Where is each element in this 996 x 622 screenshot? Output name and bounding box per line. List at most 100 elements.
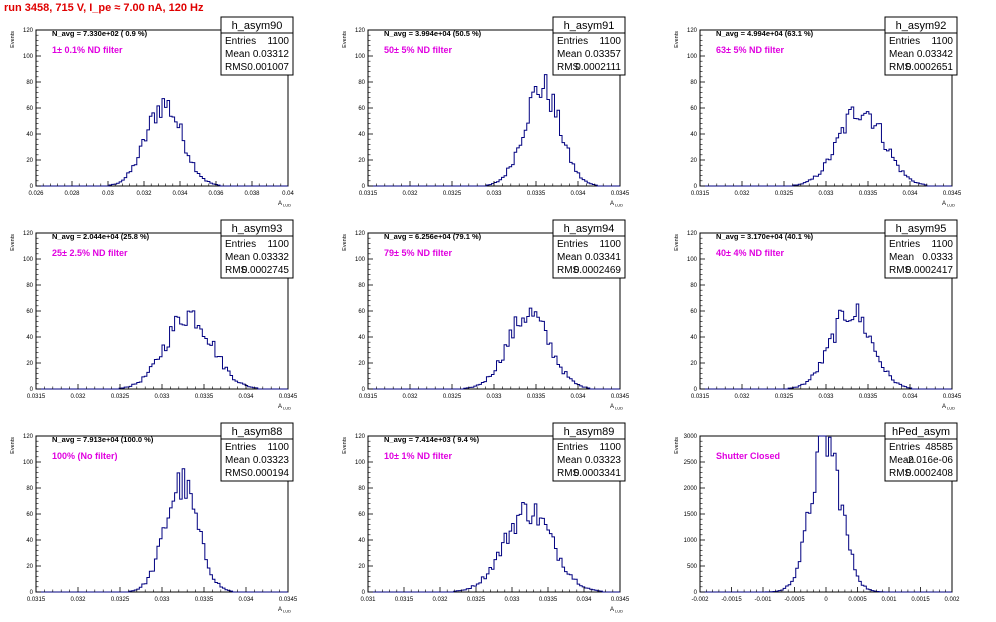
stats-value: 0.0002651: [906, 62, 954, 73]
navg-label: N_avg = 7.414e+03 ( 9.4 %): [384, 435, 480, 444]
x-tick-label: 0.001: [881, 597, 897, 603]
x-axis-label-subscript: LUD: [283, 203, 291, 208]
filter-label: 63± 5% ND filter: [716, 45, 784, 55]
x-tick-label: 0.0345: [943, 191, 962, 197]
y-tick-label: 80: [358, 486, 365, 492]
filter-label: 100% (No filter): [52, 451, 118, 461]
x-tick-label: 0.033: [154, 394, 170, 400]
x-tick-label: 0.033: [154, 597, 170, 603]
stats-label: Entries: [557, 36, 588, 47]
stats-label: Entries: [889, 239, 920, 250]
x-axis-label: ALUD: [942, 201, 955, 208]
y-tick-label: 60: [358, 512, 365, 518]
x-tick-label: 0.032: [70, 394, 86, 400]
y-tick-label: 60: [26, 106, 33, 112]
y-tick-label: 40: [358, 538, 365, 544]
x-tick-label: -0.002: [691, 597, 709, 603]
y-tick-label: 100: [23, 460, 34, 466]
y-tick-label: 80: [358, 80, 365, 86]
filter-label: 25± 2.5% ND filter: [52, 248, 128, 258]
y-tick-label: 100: [355, 460, 366, 466]
stats-box: [552, 219, 626, 279]
y-tick-label: 0: [30, 387, 34, 393]
y-tick-label: 1000: [684, 538, 698, 544]
stats-title: h_asym90: [232, 20, 283, 32]
x-tick-label: 0.034: [902, 191, 918, 197]
x-tick-label: 0.002: [944, 597, 960, 603]
stats-box: [884, 422, 958, 482]
histogram-panel-h_asym91: 0.0315 0.032 0.0325 0.033 0.0335 0.034 0.0345 0…: [342, 16, 630, 208]
x-tick-label: 0.0345: [279, 597, 298, 603]
x-tick-label: 0.0335: [859, 191, 878, 197]
stats-label: RMS: [889, 62, 912, 73]
x-tick-label: 0.028: [64, 191, 80, 197]
x-tick-label: 0.0335: [527, 394, 546, 400]
navg-label: N_avg = 7.330e+02 ( 0.9 %): [52, 29, 148, 38]
x-tick-label: 0.026: [28, 191, 44, 197]
x-tick-label: 0.032: [734, 394, 750, 400]
stats-label: Mean: [889, 455, 914, 466]
stats-value: 0.0002745: [242, 265, 290, 276]
navg-label: N_avg = 3.170e+04 (40.1 %): [716, 232, 814, 241]
navg-label: N_avg = 3.994e+04 (50.5 %): [384, 29, 482, 38]
stats-label: Entries: [889, 442, 920, 453]
y-tick-label: 80: [690, 283, 697, 289]
filter-label: Shutter Closed: [716, 451, 780, 461]
stats-value: 0.03341: [585, 252, 622, 263]
y-tick-label: 0: [30, 184, 34, 190]
y-tick-label: 60: [358, 309, 365, 315]
stats-label: RMS: [225, 62, 248, 73]
navg-label: N_avg = 6.256e+04 (79.1 %): [384, 232, 482, 241]
y-tick-label: 60: [690, 106, 697, 112]
x-axis-label: ALUD: [610, 201, 623, 208]
y-tick-label: 60: [26, 309, 33, 315]
histogram-panel-h_asym92: 0.0315 0.032 0.0325 0.033 0.0335 0.034 0.0345 0…: [674, 16, 962, 208]
stats-label: RMS: [225, 265, 248, 276]
histogram-panel-h_asym89: 0.031 0.0315 0.032 0.0325 0.033 0.0335 0.034 0.…: [342, 422, 630, 614]
y-tick-label: 40: [26, 132, 33, 138]
x-axis-label: ALUD: [278, 607, 291, 614]
x-tick-label: 0.0325: [111, 394, 130, 400]
stats-value: 0.03332: [253, 252, 290, 263]
x-axis-label-subscript: LUD: [615, 203, 623, 208]
y-tick-label: 120: [23, 434, 34, 440]
x-axis-label-subscript: LUD: [615, 406, 623, 411]
x-tick-label: 0.036: [208, 191, 224, 197]
histogram-panel-h_asym95: 0.0315 0.032 0.0325 0.033 0.0335 0.034 0.0345 0…: [674, 219, 962, 411]
stats-label: Entries: [225, 36, 256, 47]
y-tick-label: 80: [690, 80, 697, 86]
x-tick-label: 0.0315: [27, 597, 46, 603]
x-tick-label: 0.0315: [691, 394, 710, 400]
y-tick-label: 2000: [684, 486, 698, 492]
y-tick-label: 120: [355, 434, 366, 440]
y-tick-label: 100: [687, 257, 698, 263]
x-tick-label: 0.032: [70, 597, 86, 603]
stats-title: h_asym91: [564, 20, 615, 32]
x-axis-label-subscript: LUD: [947, 406, 955, 411]
y-tick-label: 120: [687, 28, 698, 34]
stats-value: 0.0002408: [906, 468, 954, 479]
x-tick-label: 0.032: [402, 191, 418, 197]
stats-title: h_asym94: [564, 223, 615, 235]
x-tick-label: 0.032: [432, 597, 448, 603]
x-tick-label: 0.034: [576, 597, 592, 603]
x-tick-label: 0.0325: [775, 394, 794, 400]
y-axis-label: Events: [342, 234, 348, 251]
filter-label: 79± 5% ND filter: [384, 248, 452, 258]
y-tick-label: 0: [362, 590, 366, 596]
stats-value: 1100: [931, 36, 953, 47]
y-tick-label: 40: [358, 132, 365, 138]
y-tick-label: 0: [362, 387, 366, 393]
x-tick-label: 0.034: [570, 191, 586, 197]
stats-label: Mean: [557, 49, 582, 60]
x-tick-label: 0.031: [360, 597, 376, 603]
x-tick-label: -0.0005: [784, 597, 805, 603]
y-axis-label: Events: [10, 31, 16, 48]
histogram-panel-h_asym88: 0.0315 0.032 0.0325 0.033 0.0335 0.034 0.0345 0…: [10, 422, 298, 614]
y-tick-label: 20: [26, 564, 33, 570]
x-tick-label: 0.034: [172, 191, 188, 197]
x-axis-label-subscript: LUD: [947, 203, 955, 208]
x-tick-label: 0.034: [238, 394, 254, 400]
y-axis-label: Events: [10, 234, 16, 251]
